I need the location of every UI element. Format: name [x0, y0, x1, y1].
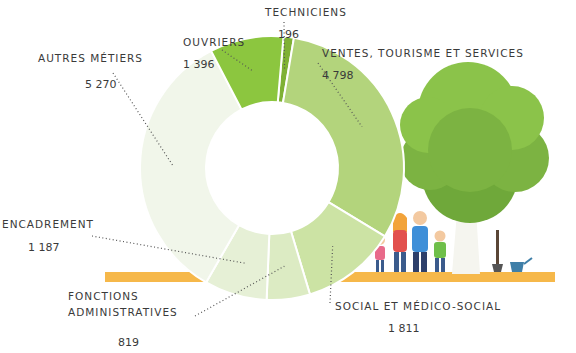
svg-text:196: 196 — [278, 28, 299, 41]
svg-text:ADMINISTRATIVES: ADMINISTRATIVES — [68, 306, 178, 318]
svg-text:4 798: 4 798 — [322, 69, 354, 82]
svg-text:1 187: 1 187 — [28, 241, 60, 254]
svg-text:SOCIAL ET MÉDICO-SOCIAL: SOCIAL ET MÉDICO-SOCIAL — [335, 300, 501, 312]
svg-text:819: 819 — [118, 336, 139, 349]
svg-text:AUTRES MÉTIERS: AUTRES MÉTIERS — [38, 52, 143, 64]
svg-text:TECHNICIENS: TECHNICIENS — [264, 6, 347, 18]
svg-text:1 811: 1 811 — [388, 322, 420, 335]
svg-text:FONCTIONS: FONCTIONS — [68, 290, 139, 302]
svg-text:1 396: 1 396 — [183, 58, 215, 71]
svg-text:ENCADREMENT: ENCADREMENT — [2, 218, 94, 230]
svg-text:VENTES, TOURISME ET SERVICES: VENTES, TOURISME ET SERVICES — [322, 47, 524, 59]
svg-text:OUVRIERS: OUVRIERS — [183, 36, 245, 48]
svg-text:5 270: 5 270 — [85, 78, 117, 91]
